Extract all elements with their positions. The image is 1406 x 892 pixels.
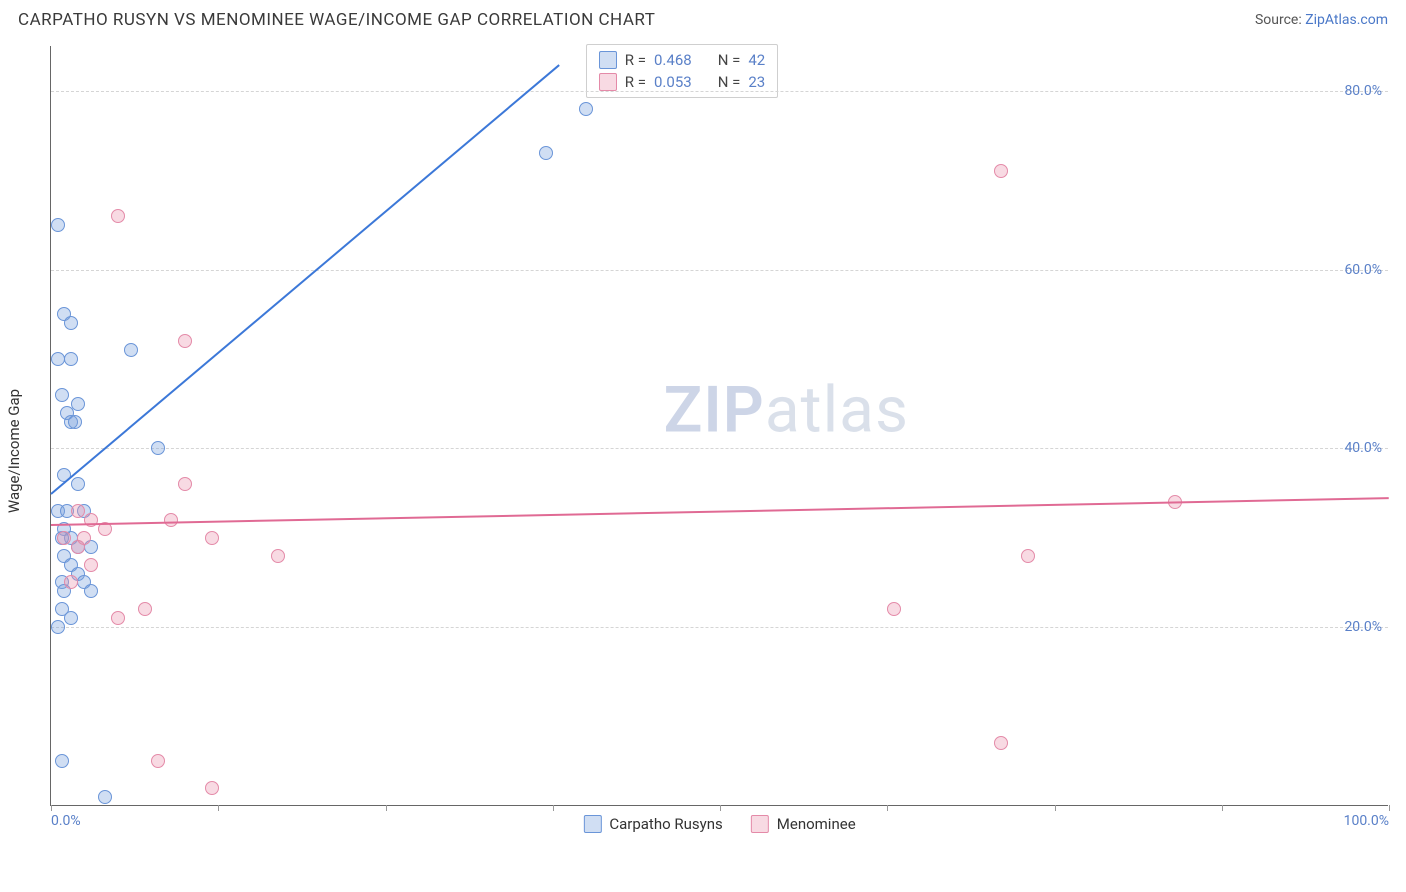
scatter-point xyxy=(51,352,65,366)
y-tick-label: 40.0% xyxy=(1344,440,1382,456)
gridline xyxy=(51,448,1388,449)
stats-row: R = 0.053 N = 23 xyxy=(587,71,777,93)
stat-n-value: 42 xyxy=(748,51,765,69)
scatter-point xyxy=(57,531,71,545)
chart-container: Wage/Income Gap ZIPatlas R = 0.468 N = 42… xyxy=(0,36,1406,866)
x-tick xyxy=(1222,805,1223,811)
scatter-point xyxy=(138,602,152,616)
scatter-point xyxy=(64,316,78,330)
scatter-point xyxy=(64,575,78,589)
gridline xyxy=(51,627,1388,628)
source-link[interactable]: ZipAtlas.com xyxy=(1305,12,1388,28)
scatter-point xyxy=(98,790,112,804)
scatter-point xyxy=(71,397,85,411)
scatter-point xyxy=(887,602,901,616)
scatter-point xyxy=(1021,549,1035,563)
legend-label: Carpatho Rusyns xyxy=(609,815,722,833)
stats-swatch xyxy=(599,51,617,69)
x-tick-label: 100.0% xyxy=(1344,813,1389,829)
scatter-point xyxy=(164,513,178,527)
watermark-zip: ZIP xyxy=(664,373,765,448)
scatter-point xyxy=(579,102,593,116)
scatter-point xyxy=(539,146,553,160)
source-attribution: Source: ZipAtlas.com xyxy=(1255,12,1388,28)
scatter-point xyxy=(994,164,1008,178)
x-tick xyxy=(386,805,387,811)
scatter-point xyxy=(271,549,285,563)
gridline xyxy=(51,91,1388,92)
stat-r-value: 0.468 xyxy=(654,51,692,69)
watermark-atlas: atlas xyxy=(765,373,909,448)
scatter-point xyxy=(51,218,65,232)
x-tick xyxy=(720,805,721,811)
scatter-point xyxy=(111,611,125,625)
stat-n-label: N = xyxy=(718,51,741,69)
stat-r-value: 0.053 xyxy=(654,73,692,91)
x-tick xyxy=(218,805,219,811)
legend-swatch xyxy=(751,815,769,833)
header: CARPATHO RUSYN VS MENOMINEE WAGE/INCOME … xyxy=(0,0,1406,36)
scatter-point xyxy=(55,754,69,768)
x-tick xyxy=(51,805,52,811)
scatter-point xyxy=(178,477,192,491)
regression-line xyxy=(50,64,560,495)
legend-swatch xyxy=(583,815,601,833)
scatter-point xyxy=(205,531,219,545)
x-tick xyxy=(553,805,554,811)
x-tick xyxy=(1055,805,1056,811)
regression-line xyxy=(51,498,1389,527)
scatter-point xyxy=(111,209,125,223)
scatter-point xyxy=(178,334,192,348)
x-tick xyxy=(1389,805,1390,811)
scatter-point xyxy=(77,531,91,545)
chart-title: CARPATHO RUSYN VS MENOMINEE WAGE/INCOME … xyxy=(18,10,655,30)
y-tick-label: 60.0% xyxy=(1344,262,1382,278)
scatter-point xyxy=(124,343,138,357)
y-tick-label: 20.0% xyxy=(1344,619,1382,635)
stat-r-label: R = xyxy=(625,51,646,69)
scatter-point xyxy=(84,584,98,598)
scatter-point xyxy=(151,441,165,455)
x-tick-label: 0.0% xyxy=(51,813,81,829)
scatter-point xyxy=(55,388,69,402)
stat-n-label: N = xyxy=(718,73,741,91)
stats-swatch xyxy=(599,73,617,91)
scatter-point xyxy=(84,558,98,572)
y-tick-label: 80.0% xyxy=(1344,83,1382,99)
scatter-point xyxy=(71,504,85,518)
scatter-point xyxy=(994,736,1008,750)
y-axis-label: Wage/Income Gap xyxy=(5,389,23,513)
scatter-point xyxy=(71,477,85,491)
legend-item: Menominee xyxy=(751,815,856,833)
scatter-point xyxy=(51,620,65,634)
watermark: ZIPatlas xyxy=(664,373,909,448)
stat-r-label: R = xyxy=(625,73,646,91)
stats-row: R = 0.468 N = 42 xyxy=(587,49,777,71)
x-tick xyxy=(887,805,888,811)
scatter-point xyxy=(64,352,78,366)
source-prefix: Source: xyxy=(1255,12,1305,28)
scatter-point xyxy=(205,781,219,795)
scatter-point xyxy=(151,754,165,768)
stat-n-value: 23 xyxy=(748,73,765,91)
legend-item: Carpatho Rusyns xyxy=(583,815,722,833)
legend: Carpatho Rusyns Menominee xyxy=(583,815,855,833)
scatter-point xyxy=(64,611,78,625)
plot-area: ZIPatlas R = 0.468N = 42R = 0.053N = 23 … xyxy=(50,46,1388,806)
gridline xyxy=(51,270,1388,271)
legend-label: Menominee xyxy=(777,815,856,833)
scatter-point xyxy=(68,415,82,429)
